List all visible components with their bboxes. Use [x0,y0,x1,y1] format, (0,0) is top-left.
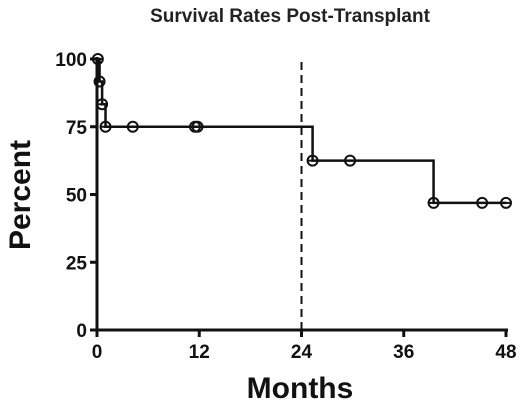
survival-step-line [97,57,506,205]
y-tick-label: 0 [76,321,87,342]
chart-title: Survival Rates Post-Transplant [150,6,430,27]
y-tick-label: 100 [55,50,87,71]
x-tick-label: 24 [291,342,313,363]
x-tick-label: 48 [495,342,516,363]
y-tick-label: 50 [66,186,87,207]
axes: 0 25 50 75 100 0 12 24 36 48 [55,50,516,363]
y-tick-label: 25 [66,253,88,274]
x-tick-label: 12 [189,342,210,363]
x-tick-label: 36 [393,342,414,363]
y-axis-label: Percent [4,140,37,250]
survival-series [97,57,506,205]
censor-markers [91,53,512,209]
x-axis-label: Months [247,372,354,405]
y-tick-label: 75 [66,118,88,139]
x-tick-label: 0 [92,342,103,363]
